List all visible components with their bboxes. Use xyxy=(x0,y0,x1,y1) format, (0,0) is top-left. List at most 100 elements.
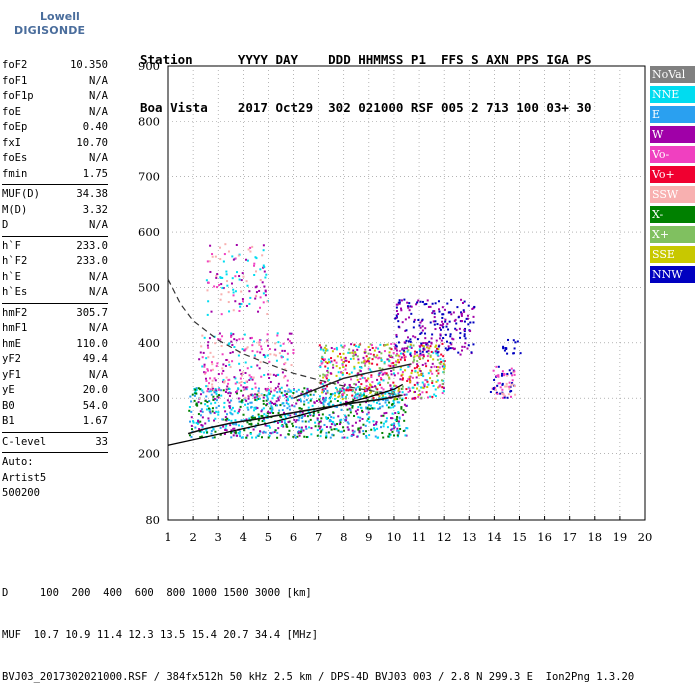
scatter-point xyxy=(237,424,240,427)
scatter-point xyxy=(195,421,198,424)
scatter-point xyxy=(497,375,500,378)
scatter-point xyxy=(339,388,342,391)
scatter-point xyxy=(283,421,286,424)
scatter-point xyxy=(408,365,411,368)
scatter-point xyxy=(233,376,236,379)
scatter-point xyxy=(501,396,504,399)
scatter-point xyxy=(387,435,390,438)
scatter-point xyxy=(440,339,443,342)
scatter-point xyxy=(243,388,246,391)
scatter-point xyxy=(375,421,378,424)
scatter-point xyxy=(188,409,191,412)
scatter-point xyxy=(270,411,273,414)
scatter-point xyxy=(292,351,295,354)
scatter-point xyxy=(441,386,444,389)
scatter-point xyxy=(348,351,351,354)
scatter-point xyxy=(368,416,371,419)
scatter-point xyxy=(235,391,238,394)
scatter-point xyxy=(205,279,208,282)
scatter-point xyxy=(379,343,382,346)
scatter-point xyxy=(338,395,341,398)
scatter-point xyxy=(219,246,222,249)
scatter-point xyxy=(444,333,447,336)
scatter-point xyxy=(240,302,243,305)
scatter-point xyxy=(399,428,402,431)
scatter-point xyxy=(376,378,379,381)
scatter-point xyxy=(389,365,392,368)
scatter-point xyxy=(421,391,424,394)
scatter-point xyxy=(249,246,252,249)
scatter-point xyxy=(245,418,248,421)
scatter-point xyxy=(450,343,453,346)
footer: D 100 200 400 600 800 1000 1500 3000 [km… xyxy=(2,558,634,698)
scatter-point xyxy=(514,393,517,396)
scatter-point xyxy=(266,387,269,390)
scatter-point xyxy=(288,340,291,343)
scatter-point xyxy=(209,377,212,380)
scatter-point xyxy=(237,431,240,434)
scatter-point xyxy=(431,372,434,375)
scatter-point xyxy=(344,368,347,371)
scatter-point xyxy=(460,314,463,317)
scatter-point xyxy=(226,399,229,402)
scatter-point xyxy=(215,274,218,277)
scatter-point xyxy=(513,347,516,350)
scatter-point xyxy=(437,372,440,375)
scatter-point xyxy=(258,433,261,436)
scatter-point xyxy=(251,414,254,417)
scatter-point xyxy=(356,348,359,351)
scatter-point xyxy=(305,436,308,439)
scatter-point xyxy=(393,389,396,392)
scatter-point xyxy=(278,352,281,355)
scatter-point xyxy=(297,419,300,422)
x-tick-label: 11 xyxy=(412,530,427,544)
scatter-point xyxy=(425,379,428,382)
scatter-point xyxy=(388,432,391,435)
scatter-point xyxy=(234,290,237,293)
scatter-point xyxy=(384,392,387,395)
scatter-point xyxy=(339,430,342,433)
scatter-point xyxy=(336,388,339,391)
scatter-point xyxy=(326,389,329,392)
scatter-point xyxy=(290,390,293,393)
footer-distance-row: D 100 200 400 600 800 1000 1500 3000 [km… xyxy=(2,587,312,599)
scatter-point xyxy=(284,416,287,419)
scatter-point xyxy=(196,422,199,425)
scatter-point xyxy=(280,420,283,423)
scatter-point xyxy=(404,355,407,358)
scatter-point xyxy=(354,393,357,396)
scatter-point xyxy=(398,361,401,364)
scatter-point xyxy=(254,393,257,396)
scatter-point xyxy=(359,416,362,419)
scatter-cluster xyxy=(489,365,517,400)
scatter-point xyxy=(346,408,349,411)
scatter-point xyxy=(230,334,233,337)
scatter-point xyxy=(340,408,343,411)
scatter-point xyxy=(377,347,380,350)
scatter-point xyxy=(339,356,342,359)
scatter-point xyxy=(400,406,403,409)
param-label: Auto: xyxy=(2,456,34,468)
scatter-point xyxy=(411,397,414,400)
scatter-point xyxy=(388,401,391,404)
scatter-point xyxy=(236,412,239,415)
scatter-point xyxy=(313,413,316,416)
scatter-point xyxy=(338,423,341,426)
scatter-point xyxy=(354,345,357,348)
scatter-point xyxy=(308,412,311,415)
scatter-point xyxy=(223,406,226,409)
scatter-point xyxy=(326,391,329,394)
scatter-point xyxy=(395,419,398,422)
scatter-point xyxy=(390,348,393,351)
scatter-point xyxy=(260,345,263,348)
scatter-point xyxy=(389,387,392,390)
scatter-point xyxy=(250,423,253,426)
scatter-point xyxy=(444,320,447,323)
scatter-point xyxy=(332,363,335,366)
scatter-point xyxy=(221,276,224,279)
scatter-point xyxy=(363,360,366,363)
scatter-point xyxy=(350,343,353,346)
scatter-point xyxy=(306,388,309,391)
scatter-point xyxy=(243,381,246,384)
scatter-point xyxy=(321,413,324,416)
